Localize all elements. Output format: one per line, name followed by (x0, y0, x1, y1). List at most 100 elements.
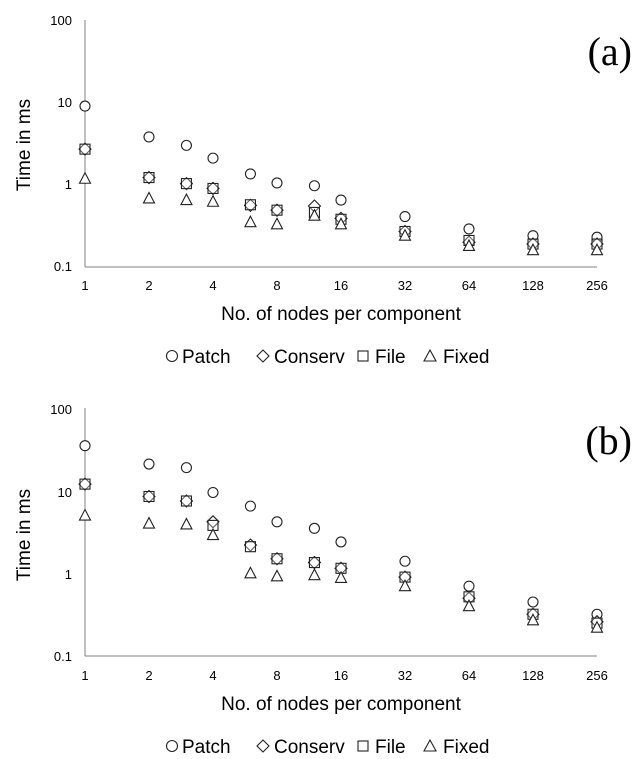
data-point-patch-circle (271, 177, 283, 189)
x-tick-label: 32 (398, 668, 412, 683)
data-point-patch-circle (308, 180, 320, 192)
data-point-conserv-diamond (78, 142, 92, 156)
data-point-conserv-diamond (206, 181, 220, 196)
legend-label-patch: Patch (182, 737, 231, 758)
data-point-patch-circle (527, 596, 539, 608)
data-point-patch-circle (79, 100, 91, 112)
data-point-file-square (308, 557, 320, 569)
data-markers (78, 100, 604, 256)
data-point-file-square (143, 172, 155, 184)
data-point-conserv-diamond (206, 515, 220, 529)
y-tick-label: 1 (65, 177, 72, 192)
x-tick-label: 128 (522, 668, 544, 683)
data-point-file-square (180, 495, 192, 507)
data-point-fixed-triangle (334, 570, 348, 583)
data-point-fixed-triangle (398, 228, 412, 241)
x-tick-label: 4 (209, 668, 216, 683)
legend-diamond-marker (256, 739, 270, 753)
y-tick-label: 0.1 (54, 259, 72, 274)
y-tick-label: 0.1 (54, 649, 72, 664)
data-point-patch-circle (207, 486, 219, 499)
legend-label-patch: Patch (182, 347, 231, 368)
data-point-fixed-triangle (142, 191, 156, 204)
data-point-patch-circle (207, 152, 219, 164)
x-tick-label: 8 (273, 278, 280, 293)
legend-triangle-marker (423, 738, 437, 752)
data-point-patch-circle (463, 223, 475, 235)
x-tick-label: 256 (586, 278, 608, 293)
data-point-file-square (244, 541, 256, 553)
y-tick-label: 100 (50, 402, 72, 417)
legend-square-marker (357, 350, 369, 362)
data-point-fixed-triangle (180, 517, 193, 530)
legend-diamond-marker (256, 349, 270, 363)
data-markers (78, 440, 604, 633)
legend-label-file: File (375, 737, 406, 758)
data-point-patch-circle (399, 210, 411, 223)
y-axis-title: Time in ms (14, 99, 35, 191)
data-point-file-square (143, 490, 155, 503)
data-point-conserv-diamond (142, 489, 156, 504)
x-tick-label: 2 (145, 668, 152, 683)
chart-panel-b: 100 10 1 0.1 1 2 4 8 16 32 64 128 256 No… (14, 402, 632, 758)
data-point-patch-circle (79, 440, 91, 452)
chart-panel-a: 100 10 1 0.1 1 2 4 8 16 32 64 128 256 No… (14, 13, 632, 368)
x-axis-title: No. of nodes per component (221, 694, 461, 715)
data-point-conserv-diamond (142, 170, 156, 185)
data-point-patch-circle (308, 522, 320, 534)
data-point-conserv-diamond (270, 551, 284, 566)
data-point-patch-circle (143, 458, 155, 470)
data-point-fixed-triangle (462, 599, 476, 612)
y-axis-title: Time in ms (14, 489, 35, 581)
x-tick-label: 256 (586, 668, 608, 683)
data-point-file-square (244, 199, 256, 211)
data-point-fixed-triangle (308, 567, 321, 581)
panel-label: (b) (585, 418, 632, 463)
x-tick-label: 8 (273, 668, 280, 683)
data-point-conserv-diamond (179, 494, 194, 508)
x-tick-label: 4 (209, 278, 216, 293)
data-point-fixed-triangle (180, 192, 193, 206)
x-tick-label: 16 (334, 278, 348, 293)
data-point-fixed-triangle (526, 243, 540, 256)
legend-label-fixed: Fixed (443, 347, 489, 368)
data-point-fixed-triangle (206, 527, 220, 541)
data-point-fixed-triangle (270, 217, 284, 230)
data-point-file-square (271, 204, 283, 216)
data-point-patch-circle (463, 580, 475, 592)
data-point-fixed-triangle (398, 578, 412, 592)
legend-triangle-marker (423, 348, 437, 362)
legend-label-file: File (375, 347, 406, 368)
data-point-fixed-triangle (78, 508, 92, 521)
data-point-fixed-triangle (590, 243, 604, 256)
legend-square-marker (357, 740, 369, 752)
legend: Patch Conserv File Fixed (165, 737, 489, 758)
x-tick-label: 128 (522, 278, 544, 293)
y-tick-label: 1 (65, 567, 72, 582)
y-tick-label: 10 (58, 485, 72, 500)
legend-label-conserv: Conserv (274, 737, 345, 758)
data-point-fixed-triangle (78, 171, 92, 184)
data-point-fixed-triangle (244, 215, 257, 228)
data-point-patch-circle (180, 139, 192, 151)
data-point-fixed-triangle (270, 569, 284, 582)
data-point-fixed-triangle (142, 516, 156, 529)
data-point-fixed-triangle (334, 217, 348, 230)
y-tick-label: 100 (50, 13, 72, 28)
data-point-fixed-triangle (206, 194, 220, 207)
data-point-patch-circle (399, 555, 411, 567)
data-point-file-square (79, 143, 91, 155)
legend: Patch Conserv File Fixed (165, 347, 489, 368)
data-point-fixed-triangle (590, 620, 604, 633)
data-point-patch-circle (335, 194, 347, 206)
x-tick-label: 16 (334, 668, 348, 683)
x-axis-title: No. of nodes per component (221, 304, 461, 325)
data-point-patch-circle (244, 168, 256, 180)
data-point-conserv-diamond (270, 203, 284, 217)
data-point-conserv-diamond (179, 176, 194, 191)
x-tick-label: 1 (81, 668, 88, 683)
legend-circle-marker (165, 739, 179, 753)
data-point-fixed-triangle (462, 238, 476, 252)
data-point-file-square (79, 478, 91, 490)
